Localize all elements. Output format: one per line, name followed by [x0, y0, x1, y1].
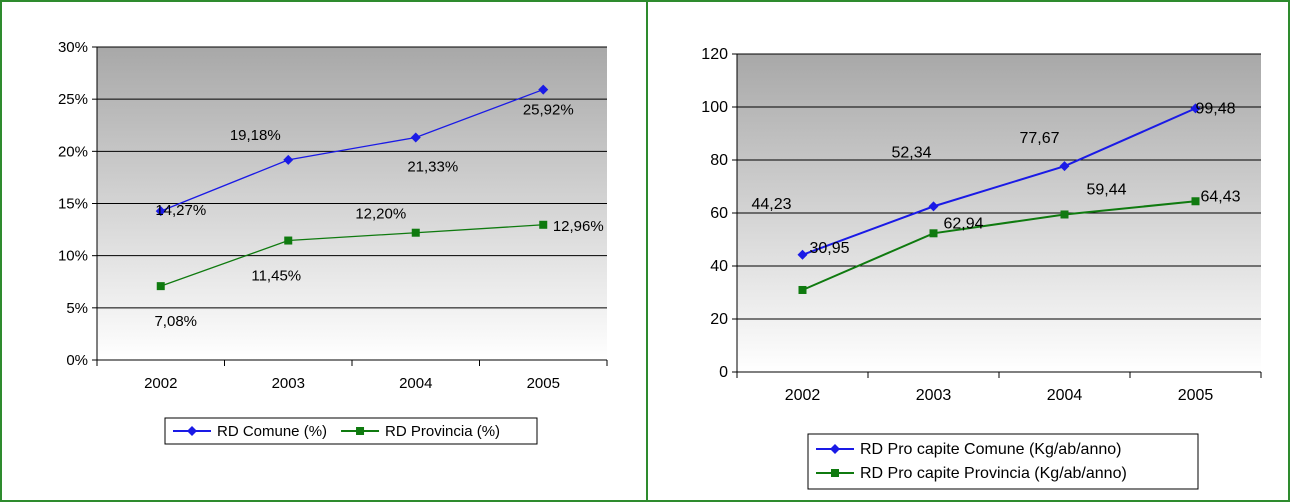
x-tick-label: 2004 [1047, 387, 1083, 404]
series-line [802, 200, 1196, 291]
y-tick-label: 5% [66, 300, 88, 317]
chart-percent: 0% 5% 10% 15% 20% 25% 30% 2002 2003 2004 2005 14,2… [58, 39, 608, 445]
data-point [1191, 197, 1200, 206]
x-tick-label: 2003 [916, 387, 952, 404]
y-tick-label: 80 [710, 152, 728, 169]
y-tick-label: 60 [710, 205, 728, 222]
data-point [283, 154, 294, 165]
y-tick-label: 0 [719, 364, 728, 381]
data-point [411, 228, 420, 237]
data-label: 12,96% [553, 218, 604, 235]
x-tick-label: 2004 [399, 375, 432, 392]
data-label: 19,18% [230, 127, 281, 144]
legend: RD Pro capite Comune (Kg/ab/anno) RD Pro … [807, 433, 1199, 490]
data-label: 44,23 [751, 196, 791, 213]
data-point [1060, 210, 1069, 219]
data-point [797, 249, 808, 260]
data-label: 77,67 [1019, 130, 1059, 147]
data-label: 99,48 [1195, 100, 1235, 117]
legend-marker [187, 426, 197, 436]
data-label: 59,44 [1086, 181, 1126, 198]
gridlines [737, 53, 1261, 320]
data-label: 12,20% [355, 206, 406, 223]
x-tick-label: 2002 [144, 375, 177, 392]
y-tick-label: 20 [710, 311, 728, 328]
y-tick-label: 120 [701, 46, 728, 63]
data-label: 25,92% [523, 102, 574, 119]
data-label: 7,08% [154, 313, 197, 330]
gridlines [97, 46, 607, 309]
series-line [160, 88, 544, 212]
chart-per-capita: 0 20 40 60 80 100 120 2002 2003 2004 2005 44,23 52,… [701, 46, 1262, 490]
data-label: 14,27% [155, 202, 206, 219]
series-group: 14,27% 19,18% 21,33% 25,92% 7,08% 11,45% 12,20… [154, 84, 604, 330]
data-label: 52,34 [891, 144, 931, 161]
x-tick-label: 2005 [1178, 387, 1214, 404]
series-group: 44,23 52,34 77,67 99,48 30,95 62,94 59,44 64,43 [751, 100, 1241, 294]
legend-label: RD Pro capite Comune (Kg/ab/anno) [860, 441, 1121, 458]
y-tick-label: 30% [58, 39, 88, 56]
axes: 0% 5% 10% 15% 20% 25% 30% 2002 2003 2004 2005 [58, 39, 608, 392]
data-label: 64,43 [1200, 188, 1240, 205]
y-tick-label: 40 [710, 258, 728, 275]
data-point [929, 229, 938, 238]
data-point [1190, 103, 1201, 114]
data-point [538, 84, 549, 95]
legend-label: RD Comune (%) [217, 423, 327, 440]
legend-box [807, 433, 1199, 490]
data-point [155, 206, 166, 217]
y-tick-label: 10% [58, 248, 88, 265]
legend-marker [356, 427, 365, 435]
data-point [410, 132, 421, 143]
data-point [928, 201, 939, 212]
legend-marker [831, 469, 839, 477]
y-tick-label: 100 [701, 99, 728, 116]
y-tick-label: 15% [58, 196, 88, 213]
legend-marker [830, 444, 840, 454]
legend-label: RD Pro capite Provincia (Kg/ab/anno) [860, 465, 1127, 482]
data-point [798, 285, 807, 294]
data-label: 11,45% [251, 268, 301, 285]
data-point [284, 236, 293, 245]
x-tick-label: 2003 [272, 375, 305, 392]
data-label: 21,33% [407, 158, 458, 175]
data-label: 62,94 [943, 215, 983, 232]
data-point [539, 220, 548, 229]
x-tick-label: 2002 [785, 387, 821, 404]
series-line [160, 224, 544, 287]
axes: 0 20 40 60 80 100 120 2002 2003 2004 2005 [701, 46, 1262, 404]
legend: RD Comune (%) RD Provincia (%) [164, 417, 538, 445]
series-line [802, 107, 1196, 256]
data-label: 30,95 [809, 240, 849, 257]
data-point [1059, 161, 1070, 172]
y-tick-label: 20% [58, 143, 88, 160]
x-tick-label: 2005 [527, 375, 560, 392]
y-tick-label: 0% [66, 352, 88, 369]
y-tick-label: 25% [58, 91, 88, 108]
data-point [156, 282, 165, 291]
legend-label: RD Provincia (%) [385, 423, 500, 440]
